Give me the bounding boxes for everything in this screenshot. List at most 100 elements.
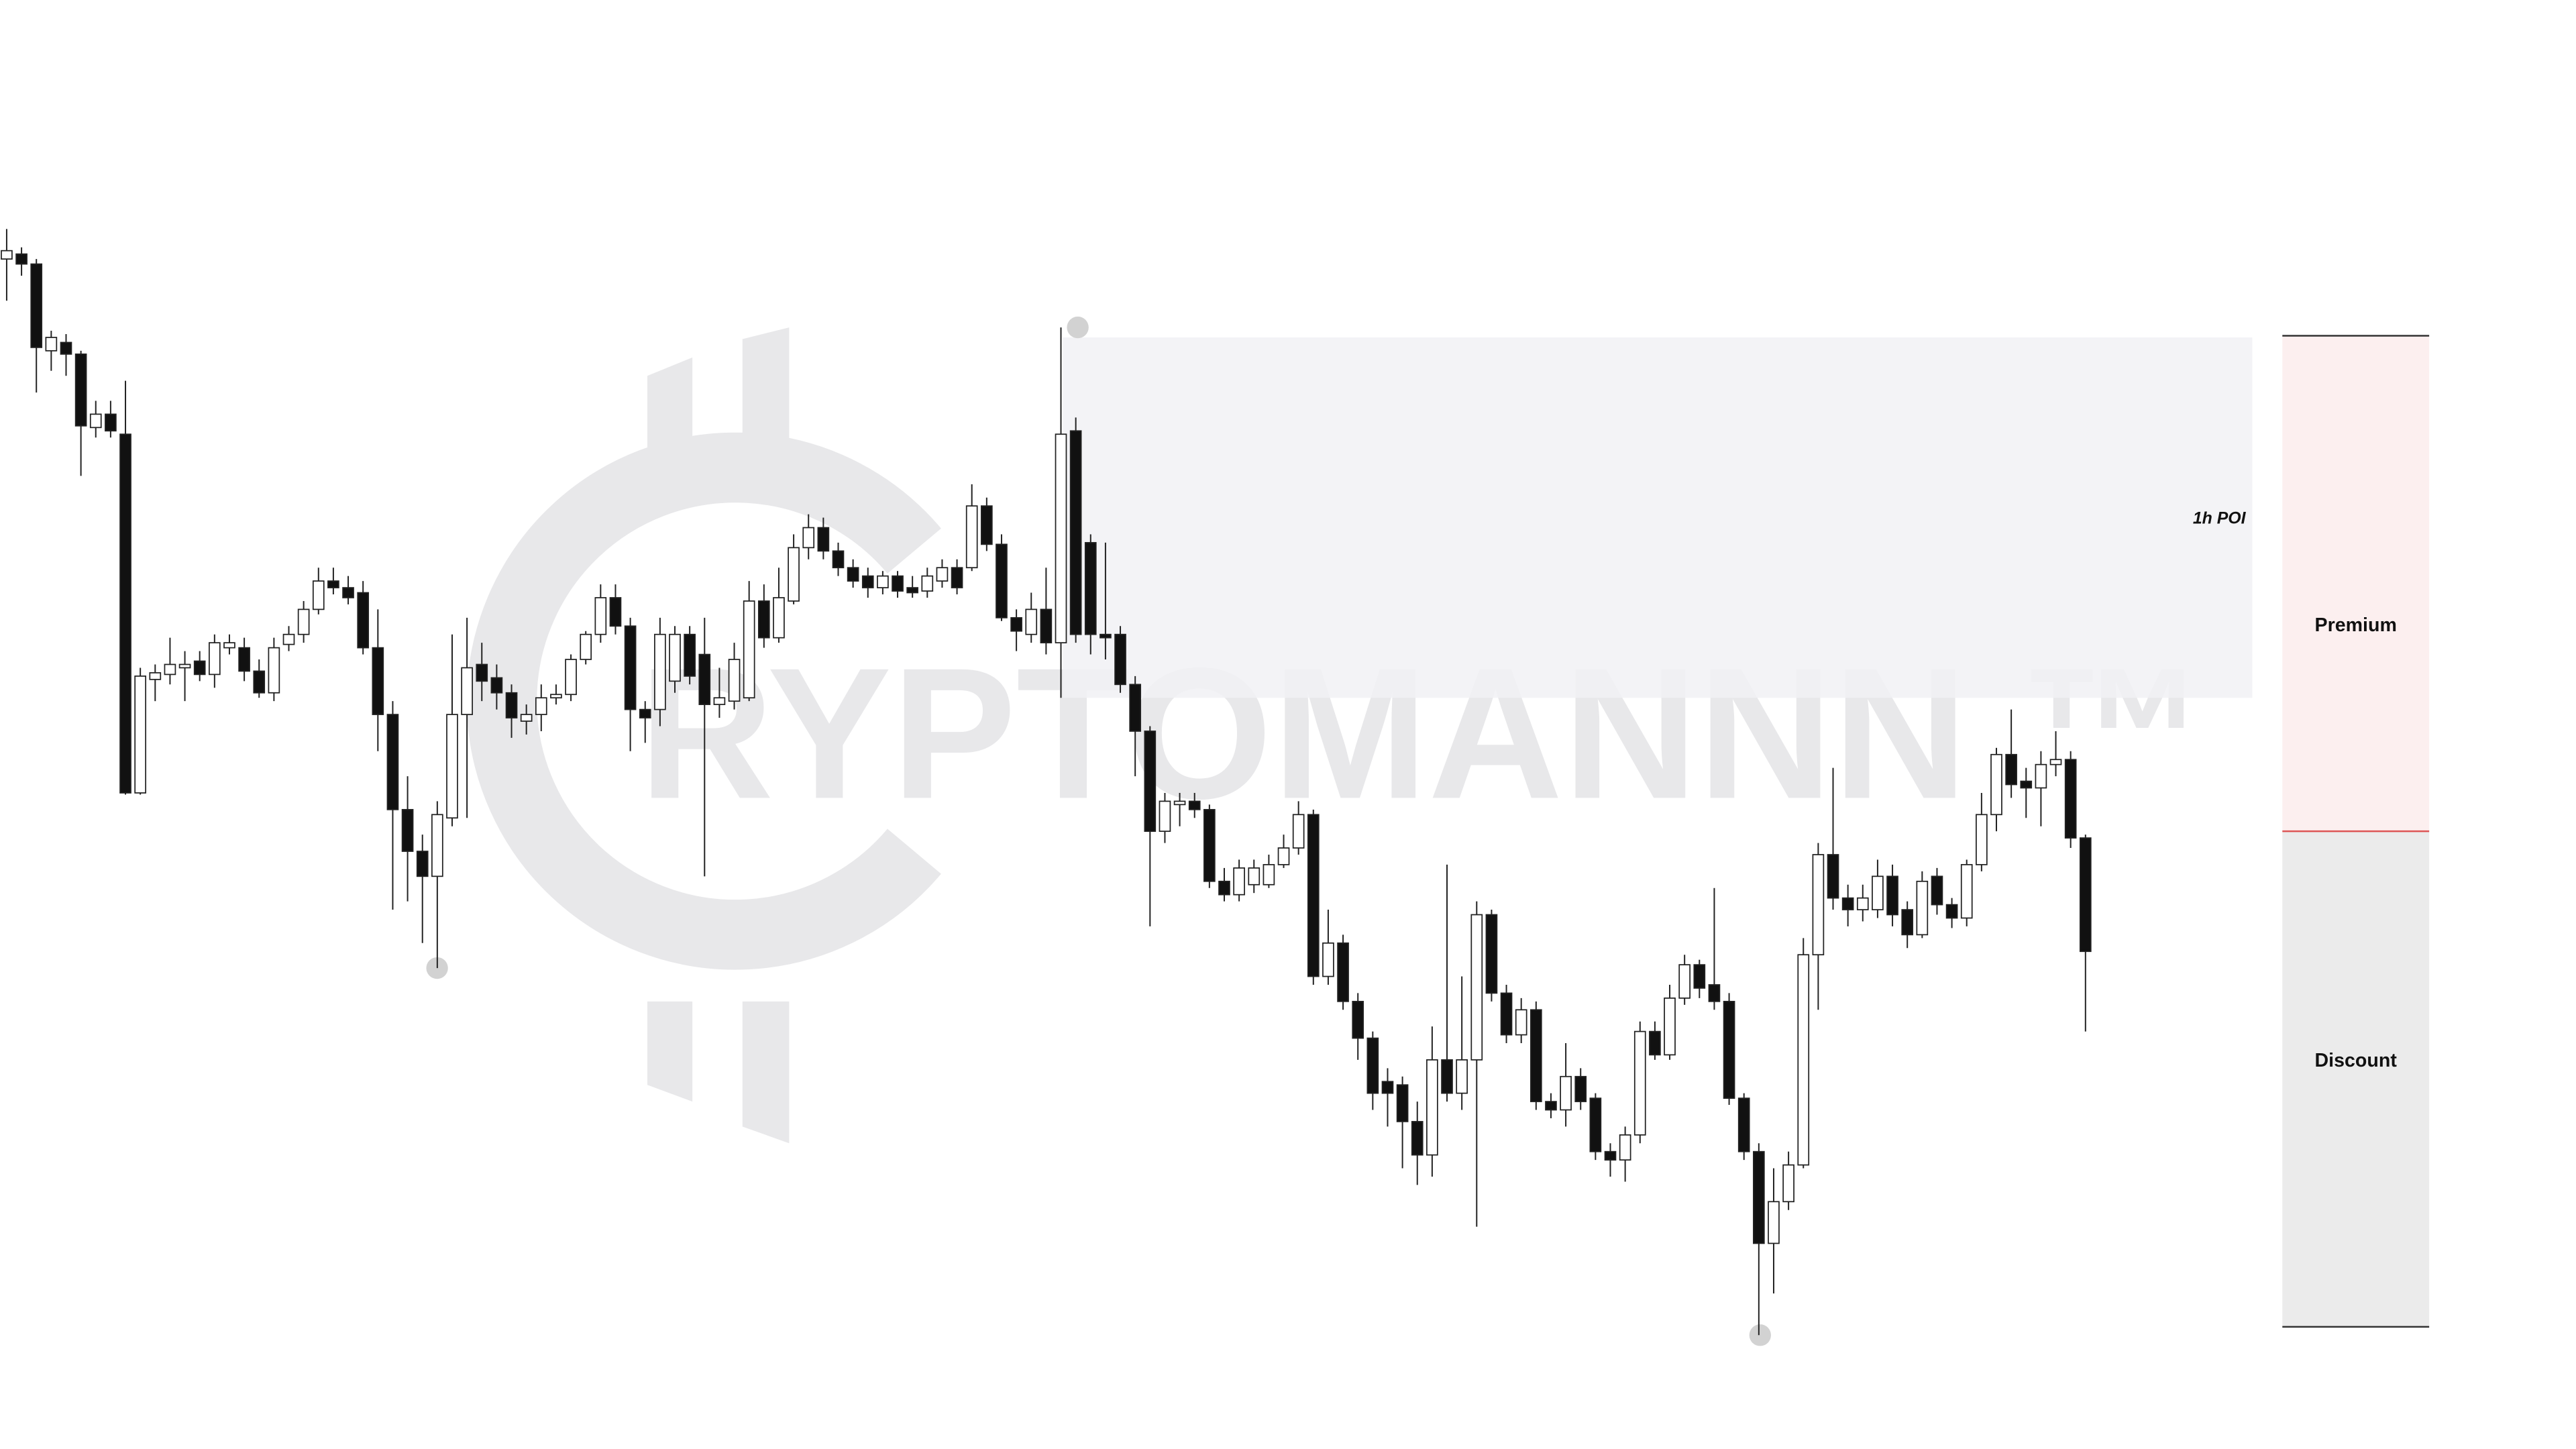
- candle-body: [476, 663, 488, 682]
- logo-bar: [742, 327, 790, 455]
- candle-body: [624, 625, 637, 710]
- candle-body: [1010, 616, 1022, 632]
- candle-body: [921, 575, 934, 592]
- candle-body: [1233, 867, 1245, 896]
- candle-body: [817, 527, 830, 552]
- candle-body: [223, 642, 235, 649]
- logo-arc: [466, 432, 941, 970]
- candle-body: [342, 587, 354, 598]
- candle-body: [30, 263, 43, 348]
- candle-body: [594, 597, 607, 635]
- candle-body: [728, 659, 741, 702]
- candle-body: [208, 642, 221, 676]
- candle-body: [788, 547, 800, 602]
- candle-body: [134, 676, 146, 794]
- candle-body: [2005, 753, 2017, 786]
- candle-body: [1678, 964, 1691, 999]
- poi-zone: [1063, 337, 2253, 698]
- candle-body: [446, 714, 458, 819]
- candle-body: [1633, 1030, 1646, 1136]
- candle-body: [654, 633, 666, 710]
- candle-body: [357, 592, 370, 649]
- candle-body: [1025, 608, 1038, 635]
- candle-body: [1129, 684, 1142, 732]
- candle-body: [1529, 1009, 1542, 1102]
- candle-body: [1960, 864, 1973, 919]
- candle-body: [1841, 897, 1854, 910]
- candle-body: [996, 543, 1008, 619]
- candle-body: [1352, 1000, 1364, 1039]
- candle-body: [1737, 1097, 1750, 1152]
- candle-body: [1441, 1059, 1453, 1094]
- candle-body: [45, 337, 58, 352]
- candle-body: [535, 697, 547, 715]
- candle-body: [15, 253, 28, 265]
- watermark-bars: [647, 327, 790, 1144]
- candle-body: [1574, 1075, 1587, 1102]
- candle-body: [1723, 1000, 1735, 1099]
- premium-zone: [2282, 335, 2430, 832]
- swing-marker: [426, 957, 448, 979]
- candle-body: [1381, 1081, 1394, 1094]
- candle-body: [2079, 837, 2092, 953]
- candle-body: [1797, 954, 1810, 1166]
- candle-body: [1485, 914, 1498, 994]
- candle-body: [2020, 780, 2033, 789]
- candle-body: [105, 413, 117, 432]
- candle-body: [2049, 759, 2062, 765]
- candle-body: [936, 567, 949, 582]
- candle-body: [372, 647, 384, 715]
- candle-body: [757, 600, 770, 639]
- candle-body: [1470, 914, 1483, 1061]
- candle-body: [773, 597, 785, 639]
- candle-body: [1886, 875, 1898, 916]
- discount-label: Discount: [2315, 1050, 2398, 1071]
- candle-body: [1782, 1164, 1794, 1203]
- candle-body: [1292, 814, 1305, 849]
- candle-body: [312, 580, 325, 610]
- candle-body: [1084, 542, 1097, 635]
- candle-body: [1173, 800, 1186, 806]
- candle-body: [1366, 1037, 1379, 1094]
- candle-body: [1411, 1121, 1424, 1156]
- candle-body: [1144, 731, 1157, 833]
- candle-body: [149, 672, 162, 680]
- candle-body: [1619, 1134, 1631, 1161]
- candle-body: [416, 851, 429, 877]
- candle-body: [892, 575, 904, 592]
- logo-bar: [647, 357, 693, 484]
- candle-body: [1456, 1059, 1468, 1094]
- logo-bar: [647, 1001, 693, 1102]
- candle-body: [1, 250, 13, 260]
- candle-body: [1901, 909, 1914, 936]
- candle-body: [282, 633, 295, 645]
- candle-body: [1768, 1201, 1780, 1244]
- candle-body: [684, 633, 696, 677]
- candles: [1, 229, 2092, 1336]
- logo-bar: [742, 1001, 790, 1144]
- candle-body: [164, 663, 176, 676]
- candle-body: [951, 567, 963, 588]
- candle-body: [565, 659, 577, 696]
- candle-body: [1248, 867, 1260, 885]
- candle-body: [1604, 1150, 1617, 1161]
- candle-body: [2035, 763, 2047, 789]
- candle-body: [1203, 808, 1216, 882]
- candle-body: [832, 550, 845, 569]
- candle-body: [1055, 433, 1067, 644]
- candle-body: [1753, 1150, 1765, 1244]
- candle-body: [1545, 1101, 1557, 1111]
- candle-body: [1515, 1009, 1527, 1036]
- candle-body: [1856, 897, 1869, 910]
- premium-label: Premium: [2315, 614, 2397, 636]
- watermark-logo: [466, 432, 941, 970]
- candle-body: [1040, 608, 1053, 644]
- candle-body: [861, 575, 874, 588]
- candle-body: [669, 633, 681, 682]
- candle-body: [1277, 847, 1290, 865]
- candle-body: [1218, 880, 1230, 896]
- candle-body: [386, 714, 399, 810]
- candle-body: [2064, 759, 2077, 839]
